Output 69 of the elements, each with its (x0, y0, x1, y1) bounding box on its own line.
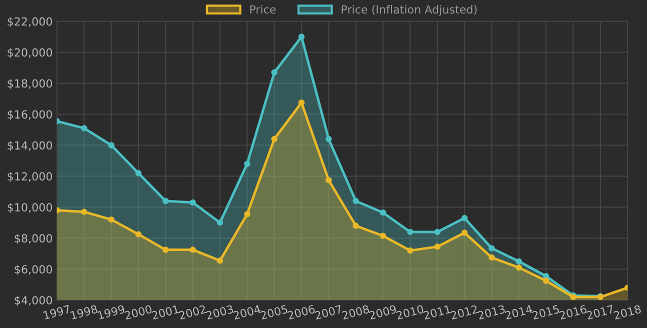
point (326, 136, 332, 142)
point (271, 136, 278, 142)
point (244, 211, 250, 218)
y-tick-label: $6,000 (14, 264, 52, 275)
x-tick-label: 2018 (613, 304, 642, 320)
x-tick-label: 2004 (232, 304, 262, 320)
point (380, 232, 386, 239)
point (461, 230, 468, 236)
x-tick-label: 1999 (97, 304, 126, 320)
point (488, 254, 495, 261)
point (407, 247, 414, 254)
point (80, 208, 88, 215)
y-tick-label: $18,000 (8, 79, 52, 90)
x-tick-label: 2006 (287, 304, 316, 320)
y-tick-label: $4,000 (14, 296, 52, 306)
legend-label: Price (250, 5, 276, 14)
x-tick-label: 2012 (450, 304, 478, 320)
point (298, 34, 305, 40)
point (352, 198, 359, 204)
x-tick-label: 2015 (532, 304, 560, 320)
x-tick-label: 2009 (368, 304, 397, 320)
point (108, 216, 114, 223)
x-tick-label: 2017 (586, 304, 614, 320)
point (434, 228, 440, 236)
y-tick-label: $16,000 (8, 110, 52, 120)
point (542, 278, 550, 284)
y-tick-label: $12,000 (8, 172, 52, 182)
point (461, 214, 468, 222)
x-tick-label: 2005 (260, 304, 288, 320)
point (244, 160, 250, 167)
point (162, 246, 169, 253)
x-tick-label: 2001 (151, 304, 180, 320)
point (434, 244, 440, 250)
point (380, 209, 386, 216)
point (407, 228, 414, 236)
x-tick-label: 2016 (559, 304, 588, 320)
y-tick-label: $8,000 (14, 234, 52, 244)
point (516, 264, 522, 271)
y-tick-label: $20,000 (8, 48, 52, 58)
point (488, 245, 495, 252)
x-tick-label: 2014 (504, 304, 533, 320)
point (135, 170, 142, 176)
point (190, 246, 196, 253)
x-tick-label: 2010 (396, 304, 424, 320)
x-tick-label: 2013 (478, 304, 506, 320)
point (216, 220, 224, 226)
y-tick-label: $22,000 (8, 17, 52, 28)
point (271, 69, 278, 76)
y-tick-label: $14,000 (8, 141, 52, 152)
point (298, 100, 305, 106)
legend-label: Price (Inflation Adjusted) (342, 5, 477, 16)
point (108, 142, 114, 148)
x-tick-label: 2007 (314, 304, 342, 320)
x-tick-label: 2003 (206, 304, 234, 320)
point (162, 198, 169, 204)
point (326, 176, 332, 184)
point (216, 258, 224, 264)
point (190, 199, 196, 206)
y-tick-label: $10,000 (8, 202, 52, 214)
x-tick-label: 1998 (70, 304, 98, 320)
x-tick-label: 2002 (178, 304, 206, 320)
x-tick-label: 2011 (423, 304, 451, 320)
point (352, 222, 359, 229)
point (135, 231, 142, 238)
point (516, 258, 522, 265)
x-tick-label: 1997 (43, 304, 71, 320)
x-tick-label: 2008 (342, 304, 370, 320)
x-tick-label: 2000 (124, 304, 152, 320)
point (80, 125, 88, 132)
